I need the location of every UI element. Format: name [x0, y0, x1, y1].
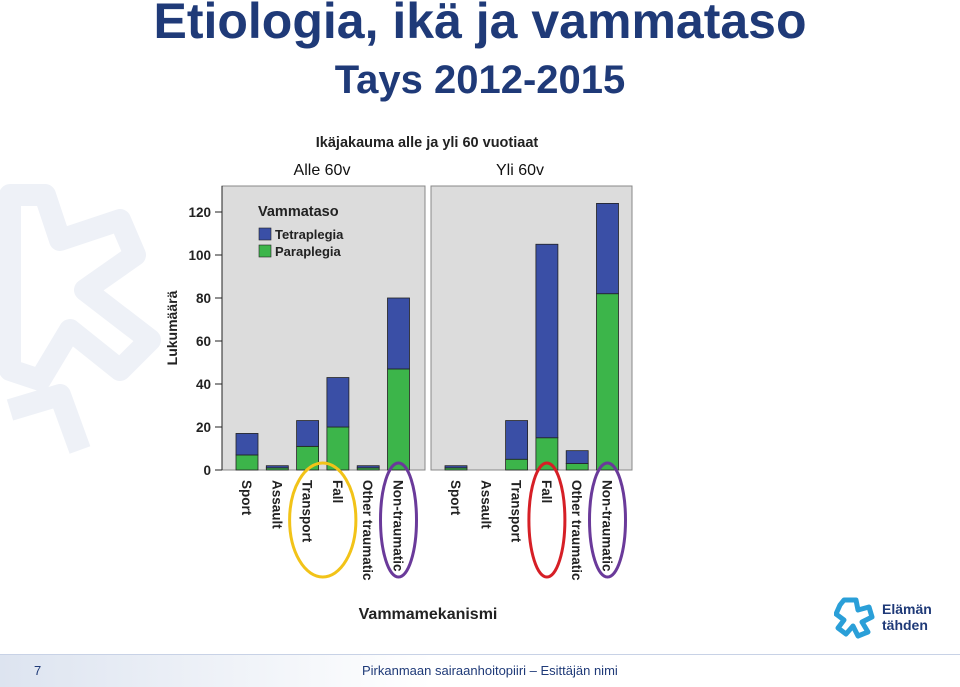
footer-text: Pirkanmaan sairaanhoitopiiri – Esittäjän…: [362, 663, 618, 678]
bar-tetraplegia-other-traumatic: [565, 450, 589, 464]
x-tick-label: Fall: [539, 480, 554, 503]
bar-paraplegia-transport: [505, 458, 529, 471]
bar-tetraplegia-sport: [235, 433, 259, 456]
highlight-ellipse: [288, 461, 358, 579]
panel-yli-60v: Yli 60v Sport Assault Transport Fall Other tr…: [430, 162, 633, 581]
bar-tetraplegia-transport: [505, 420, 529, 460]
legend-title: Vammataso: [258, 204, 339, 220]
bar-tetraplegia-other-traumatic: [356, 465, 380, 469]
x-tick-label: Fall: [330, 480, 345, 503]
y-axis-label: Lukumäärä: [164, 290, 180, 365]
legend-swatch-paraplegia: [258, 244, 272, 258]
bar-paraplegia-non-traumatic: [387, 368, 410, 471]
y-tick-label: 20: [196, 420, 211, 435]
legend-entry-tetraplegia: Tetraplegia: [275, 227, 344, 242]
x-tick-label: Sport: [448, 480, 463, 516]
bar-tetraplegia-fall: [326, 377, 350, 428]
x-tick-label: Non-traumatic: [391, 480, 406, 572]
watermark-star-icon: [0, 184, 161, 454]
legend-entry-paraplegia: Paraplegia: [275, 244, 342, 259]
slide-title: Etiologia, ikä ja vammataso: [153, 0, 807, 49]
bar-tetraplegia-sport: [444, 465, 468, 469]
x-tick-label: Transport: [509, 480, 524, 543]
bar-tetraplegia-assault: [265, 465, 289, 469]
bar-tetraplegia-transport: [296, 420, 320, 447]
x-tick-label: Transport: [300, 480, 315, 543]
y-tick-label: 120: [188, 205, 211, 220]
bar-paraplegia-sport: [235, 454, 259, 471]
y-tick-label: 0: [203, 463, 211, 478]
logo-line1: Elämän: [882, 601, 932, 617]
panel-alle-60v: Alle 60v Sport Assault Transport Fall Other t…: [221, 162, 426, 581]
slide-subtitle: Tays 2012-2015: [334, 58, 626, 102]
bar-tetraplegia-non-traumatic: [387, 297, 410, 370]
legend-swatch-tetraplegia: [258, 227, 272, 241]
y-tick-label: 40: [196, 377, 211, 392]
bar-paraplegia-transport: [296, 445, 320, 471]
highlight-ellipse: [379, 461, 418, 579]
stacked-bar-chart: Ikäjakauma alle ja yli 60 vuotiaat Lukum…: [164, 135, 633, 623]
x-tick-label: Assault: [269, 480, 284, 529]
bar-paraplegia-other-traumatic: [565, 463, 589, 471]
logo-line2: tähden: [882, 617, 928, 633]
y-tick-label: 100: [188, 248, 211, 263]
panel-label: Alle 60v: [294, 162, 351, 179]
x-axis-label: Vammamekanismi: [359, 606, 498, 623]
chart-title: Ikäjakauma alle ja yli 60 vuotiaat: [316, 135, 539, 151]
bar-tetraplegia-fall: [535, 243, 559, 439]
bar-paraplegia-non-traumatic: [596, 293, 619, 471]
slide-footer: 7 Pirkanmaan sairaanhoitopiiri – Esittäj…: [0, 654, 960, 687]
x-tick-label: Assault: [478, 480, 493, 529]
bar-tetraplegia-non-traumatic: [596, 202, 619, 295]
x-tick-label: Other traumatic: [360, 480, 375, 581]
highlight-ellipse: [588, 461, 627, 579]
bar-paraplegia-fall: [535, 437, 559, 471]
x-tick-label: Sport: [239, 480, 254, 516]
highlight-ellipse: [527, 461, 567, 579]
y-tick-label: 80: [196, 291, 211, 306]
elaman-tahden-logo: Elämän tähden: [834, 597, 932, 639]
panel-label: Yli 60v: [496, 162, 544, 179]
x-tick-label: Non-traumatic: [600, 480, 615, 572]
x-tick-label: Other traumatic: [569, 480, 584, 581]
y-tick-label: 60: [196, 334, 211, 349]
slide-number: 7: [34, 663, 42, 678]
